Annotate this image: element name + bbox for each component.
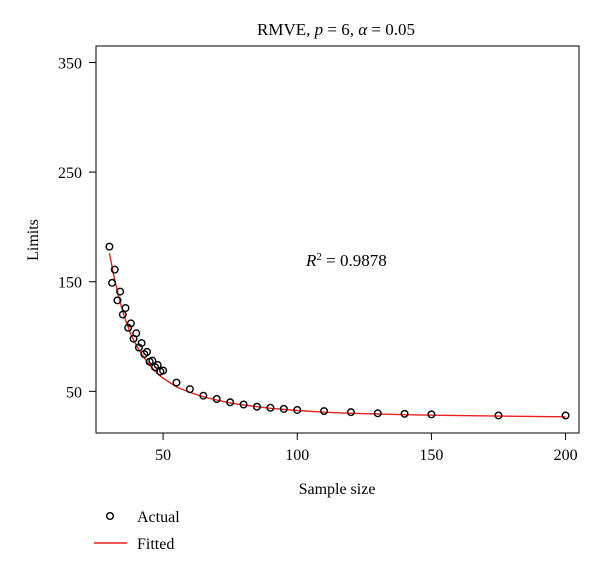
- annotation-value: = 0.9878: [322, 251, 387, 270]
- data-point: [239, 400, 248, 409]
- legend-actual-marker: [105, 512, 114, 521]
- legend-fitted-label: Fitted: [137, 536, 174, 553]
- data-point: [110, 265, 119, 274]
- data-point: [108, 278, 117, 287]
- x-tick-label: 100: [285, 447, 309, 464]
- annotation-symbol: R: [305, 251, 317, 270]
- data-point: [427, 410, 436, 419]
- data-point: [126, 319, 135, 328]
- data-point: [142, 347, 151, 356]
- x-axis-label: Sample size: [299, 481, 376, 498]
- title-p-symbol: p: [314, 20, 324, 39]
- y-tick-label: 150: [58, 275, 82, 292]
- data-point: [153, 361, 162, 370]
- x-tick-label: 150: [419, 447, 443, 464]
- legend: Actual Fitted: [94, 509, 180, 553]
- data-point: [113, 296, 122, 305]
- data-point: [252, 402, 261, 411]
- y-tick-label: 350: [58, 55, 82, 72]
- y-axis-label: Limits: [25, 219, 42, 261]
- data-point: [148, 356, 157, 365]
- data-point: [105, 242, 114, 251]
- data-point: [132, 329, 141, 338]
- chart-title: RMVE, p = 6, α = 0.05: [257, 20, 415, 39]
- data-point: [159, 366, 168, 375]
- fitted-line: [108, 253, 566, 418]
- x-axis-ticks: 50 100 150 200: [155, 433, 578, 464]
- legend-actual-label: Actual: [137, 509, 180, 526]
- annotation-superscript: 2: [316, 251, 322, 263]
- data-point: [212, 395, 221, 404]
- title-prefix: RMVE,: [257, 20, 315, 39]
- actual-series: [105, 242, 570, 420]
- data-point: [346, 408, 355, 417]
- data-point: [199, 391, 208, 400]
- plot-frame: [95, 45, 580, 434]
- data-point: [293, 405, 302, 414]
- y-axis-ticks: 50 150 250 350: [58, 55, 96, 401]
- title-alpha-symbol: α: [358, 20, 368, 39]
- y-tick-label: 250: [58, 165, 82, 182]
- y-tick-label: 50: [66, 384, 82, 401]
- data-point: [320, 407, 329, 416]
- data-point: [185, 385, 194, 394]
- data-point: [400, 409, 409, 418]
- data-point: [226, 398, 235, 407]
- x-tick-label: 200: [554, 447, 578, 464]
- data-point: [494, 411, 503, 420]
- r-squared-annotation: R2 = 0.9878: [305, 251, 387, 270]
- title-p-value: = 6,: [323, 20, 358, 39]
- data-point: [266, 403, 275, 412]
- title-alpha-value: = 0.05: [367, 20, 415, 39]
- data-point: [137, 339, 146, 348]
- data-point: [373, 409, 382, 418]
- data-point: [116, 287, 125, 296]
- data-point: [279, 404, 288, 413]
- data-point: [172, 378, 181, 387]
- fitted-series: [108, 253, 566, 418]
- x-tick-label: 50: [155, 447, 171, 464]
- data-point: [121, 304, 130, 313]
- data-point: [118, 310, 127, 319]
- data-point: [561, 411, 570, 420]
